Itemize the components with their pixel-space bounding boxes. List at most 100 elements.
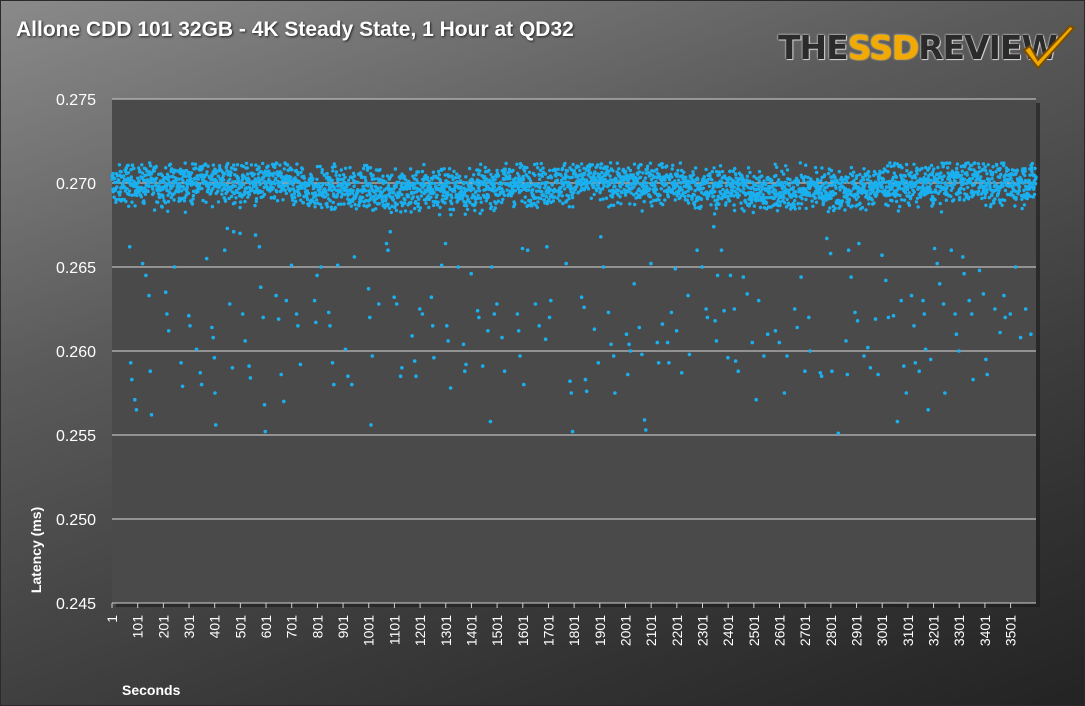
data-point: [693, 180, 697, 184]
outlier-point: [522, 382, 526, 387]
data-point: [760, 183, 764, 188]
data-point: [133, 204, 137, 208]
data-point: [970, 176, 974, 181]
data-point: [272, 171, 276, 175]
data-point: [620, 182, 625, 186]
data-point: [366, 184, 370, 188]
data-point: [567, 205, 571, 209]
outlier-point: [857, 241, 861, 246]
outlier-point: [754, 397, 758, 402]
data-point: [189, 171, 194, 175]
outlier-point: [282, 399, 286, 404]
outlier-point: [294, 312, 299, 316]
data-point: [609, 203, 613, 207]
outlier-point: [846, 248, 851, 252]
data-point: [811, 204, 815, 208]
data-point: [417, 197, 421, 201]
outlier-point: [488, 419, 493, 424]
outlier-point: [886, 315, 891, 320]
data-point: [727, 191, 731, 195]
data-point: [228, 177, 232, 182]
data-point: [461, 196, 465, 200]
outlier-point: [935, 261, 939, 266]
data-point: [815, 170, 819, 175]
data-point: [413, 206, 417, 211]
outlier-point: [899, 298, 903, 303]
data-point: [452, 169, 456, 174]
data-point: [737, 193, 741, 197]
outlier-point: [213, 391, 217, 395]
data-point: [190, 202, 195, 206]
data-point: [788, 177, 792, 182]
data-point: [200, 186, 204, 191]
x-tick-label: 2401: [720, 615, 736, 646]
data-point: [865, 192, 869, 197]
data-point: [168, 180, 172, 185]
data-point: [858, 201, 862, 205]
data-point: [279, 171, 283, 175]
data-point: [194, 166, 198, 170]
data-point: [257, 166, 261, 170]
data-point: [292, 189, 297, 193]
outlier-point: [228, 302, 232, 306]
outlier-point: [932, 246, 937, 251]
data-point: [273, 182, 277, 186]
data-point: [310, 191, 315, 196]
data-point: [166, 193, 170, 197]
data-point: [203, 162, 208, 166]
data-point: [325, 201, 329, 206]
data-point: [298, 181, 302, 185]
data-point: [540, 174, 544, 178]
outlier-point: [439, 263, 444, 268]
x-tick-label: 1301: [438, 615, 454, 646]
data-point: [740, 173, 744, 178]
data-point: [526, 181, 530, 186]
data-point: [617, 167, 621, 171]
data-point: [572, 190, 576, 195]
data-point: [686, 189, 690, 193]
data-point: [1021, 181, 1026, 185]
data-point: [962, 198, 966, 202]
data-point: [648, 161, 653, 165]
data-point: [451, 177, 455, 182]
data-point: [119, 170, 123, 174]
data-point: [579, 162, 584, 166]
data-point: [148, 161, 152, 165]
data-point: [712, 194, 716, 199]
outlier-point: [537, 324, 541, 328]
x-tick-label: 2201: [669, 615, 685, 646]
data-point: [596, 183, 600, 187]
data-point: [183, 161, 187, 165]
data-point: [990, 193, 994, 198]
outlier-point: [147, 293, 151, 298]
data-point: [683, 194, 687, 199]
data-point: [274, 176, 278, 181]
data-point: [707, 184, 712, 188]
data-point: [501, 197, 505, 202]
data-point: [393, 167, 398, 171]
data-point: [191, 197, 195, 201]
data-point: [667, 178, 672, 182]
data-point: [453, 189, 457, 193]
data-point: [457, 174, 462, 178]
data-point: [700, 182, 704, 186]
data-point: [500, 200, 504, 205]
data-point: [305, 197, 310, 202]
data-point: [527, 176, 531, 180]
outlier-point: [904, 391, 909, 395]
data-point: [245, 186, 249, 190]
data-point: [665, 164, 669, 168]
data-point: [418, 206, 422, 210]
data-point: [863, 182, 867, 186]
data-point: [232, 163, 236, 167]
data-point: [726, 178, 730, 182]
data-point: [761, 192, 765, 197]
data-point: [684, 175, 688, 179]
data-point: [310, 181, 314, 185]
outlier-point: [350, 382, 354, 387]
data-point: [675, 184, 680, 188]
data-point: [407, 179, 411, 184]
data-point: [778, 203, 782, 208]
data-point: [551, 199, 555, 203]
data-point: [658, 177, 663, 182]
